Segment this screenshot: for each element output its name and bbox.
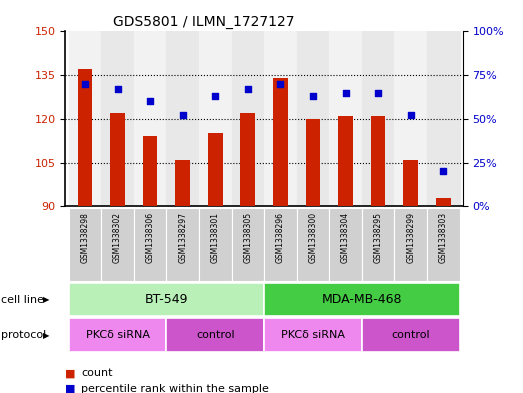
Text: GSM1338305: GSM1338305	[243, 212, 252, 263]
Bar	[199, 31, 232, 206]
Text: BT-549: BT-549	[145, 293, 188, 306]
Point	[178, 112, 187, 119]
Text: control: control	[391, 330, 430, 340]
Bar	[69, 283, 264, 316]
Bar	[175, 160, 190, 206]
Text: GSM1338296: GSM1338296	[276, 212, 285, 263]
Point	[439, 168, 448, 174]
Bar	[329, 31, 362, 206]
Text: PKCδ siRNA: PKCδ siRNA	[85, 330, 150, 340]
Bar	[232, 31, 264, 206]
Point	[406, 112, 415, 119]
Bar	[264, 283, 460, 316]
Text: control: control	[196, 330, 234, 340]
Bar	[427, 31, 460, 206]
Text: ■: ■	[65, 368, 76, 378]
Bar	[208, 134, 223, 206]
Point	[342, 90, 350, 96]
Bar	[362, 318, 460, 352]
Point	[309, 93, 317, 99]
Bar	[232, 208, 264, 281]
Bar	[166, 31, 199, 206]
Bar	[166, 318, 264, 352]
Bar	[264, 31, 297, 206]
Point	[81, 81, 89, 87]
Bar	[77, 69, 92, 206]
Text: GSM1338304: GSM1338304	[341, 212, 350, 263]
Bar	[241, 113, 255, 206]
Point	[113, 86, 122, 92]
Bar	[329, 208, 362, 281]
Bar	[69, 318, 166, 352]
Text: protocol: protocol	[1, 330, 46, 340]
Bar	[134, 31, 166, 206]
Bar	[394, 31, 427, 206]
Text: GSM1338303: GSM1338303	[439, 212, 448, 263]
Bar	[69, 208, 101, 281]
Point	[211, 93, 220, 99]
Text: count: count	[81, 368, 112, 378]
Text: GSM1338302: GSM1338302	[113, 212, 122, 263]
Bar	[362, 31, 394, 206]
Bar	[273, 78, 288, 206]
Bar	[394, 208, 427, 281]
Text: GSM1338299: GSM1338299	[406, 212, 415, 263]
Text: GSM1338298: GSM1338298	[81, 212, 89, 263]
Text: ▶: ▶	[43, 295, 50, 304]
Text: percentile rank within the sample: percentile rank within the sample	[81, 384, 269, 393]
Bar	[264, 318, 362, 352]
Text: GSM1338306: GSM1338306	[145, 212, 155, 263]
Point	[244, 86, 252, 92]
Bar	[436, 198, 451, 206]
Bar	[101, 31, 134, 206]
Bar	[403, 160, 418, 206]
Bar	[305, 119, 320, 206]
Text: MDA-MB-468: MDA-MB-468	[322, 293, 402, 306]
Point	[276, 81, 285, 87]
Bar	[69, 31, 101, 206]
Text: cell line: cell line	[1, 295, 43, 305]
Bar	[338, 116, 353, 206]
Text: GSM1338295: GSM1338295	[373, 212, 383, 263]
Bar	[143, 136, 157, 206]
Bar	[264, 208, 297, 281]
Text: PKCδ siRNA: PKCδ siRNA	[281, 330, 345, 340]
Point	[146, 98, 154, 105]
Point	[374, 90, 382, 96]
Text: GDS5801 / ILMN_1727127: GDS5801 / ILMN_1727127	[113, 15, 294, 29]
Bar	[166, 208, 199, 281]
Bar	[371, 116, 385, 206]
Bar	[110, 113, 125, 206]
Bar	[134, 208, 166, 281]
Text: GSM1338301: GSM1338301	[211, 212, 220, 263]
Text: GSM1338297: GSM1338297	[178, 212, 187, 263]
Text: GSM1338300: GSM1338300	[309, 212, 317, 263]
Bar	[362, 208, 394, 281]
Bar	[427, 208, 460, 281]
Text: ■: ■	[65, 384, 76, 393]
Bar	[297, 208, 329, 281]
Text: ▶: ▶	[43, 331, 50, 340]
Bar	[199, 208, 232, 281]
Bar	[101, 208, 134, 281]
Bar	[297, 31, 329, 206]
